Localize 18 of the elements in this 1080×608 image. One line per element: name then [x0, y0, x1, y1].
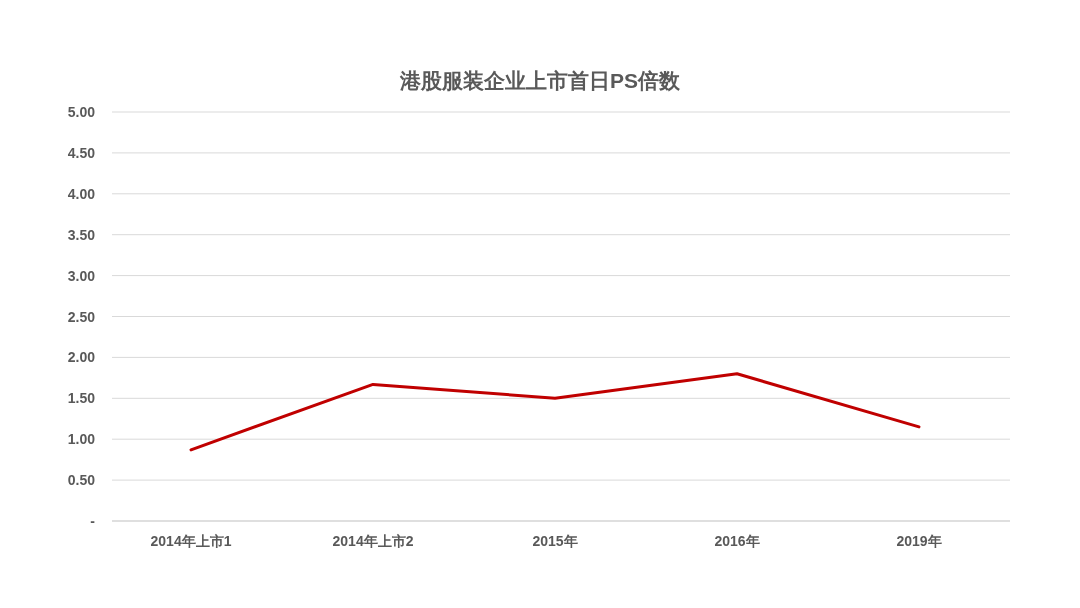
y-tick-label: 4.00 — [67, 185, 96, 202]
line-series — [189, 372, 921, 452]
y-tick-label: - — [90, 513, 96, 529]
x-tick-label: 2014年上市1 — [150, 533, 232, 549]
y-tick-label: 1.50 — [67, 390, 96, 407]
y-tick-label: 1.00 — [67, 431, 96, 448]
y-tick-label: 0.50 — [67, 472, 96, 489]
y-tick-label: 4.50 — [67, 144, 96, 161]
y-tick-label: 2.00 — [67, 349, 96, 366]
y-tick-label: 3.50 — [67, 226, 96, 243]
y-tick-label: 2.50 — [67, 308, 96, 325]
y-tick-label: 3.00 — [67, 267, 96, 284]
x-tick-label: 2019年 — [896, 533, 942, 549]
x-tick-label: 2016年 — [714, 533, 760, 549]
y-tick-label: 5.00 — [67, 104, 96, 120]
x-tick-label: 2015年 — [532, 533, 578, 549]
x-tick-label: 2014年上市2 — [332, 533, 414, 549]
chart-title: 港股服装企业上市首日PS倍数 — [398, 69, 682, 92]
